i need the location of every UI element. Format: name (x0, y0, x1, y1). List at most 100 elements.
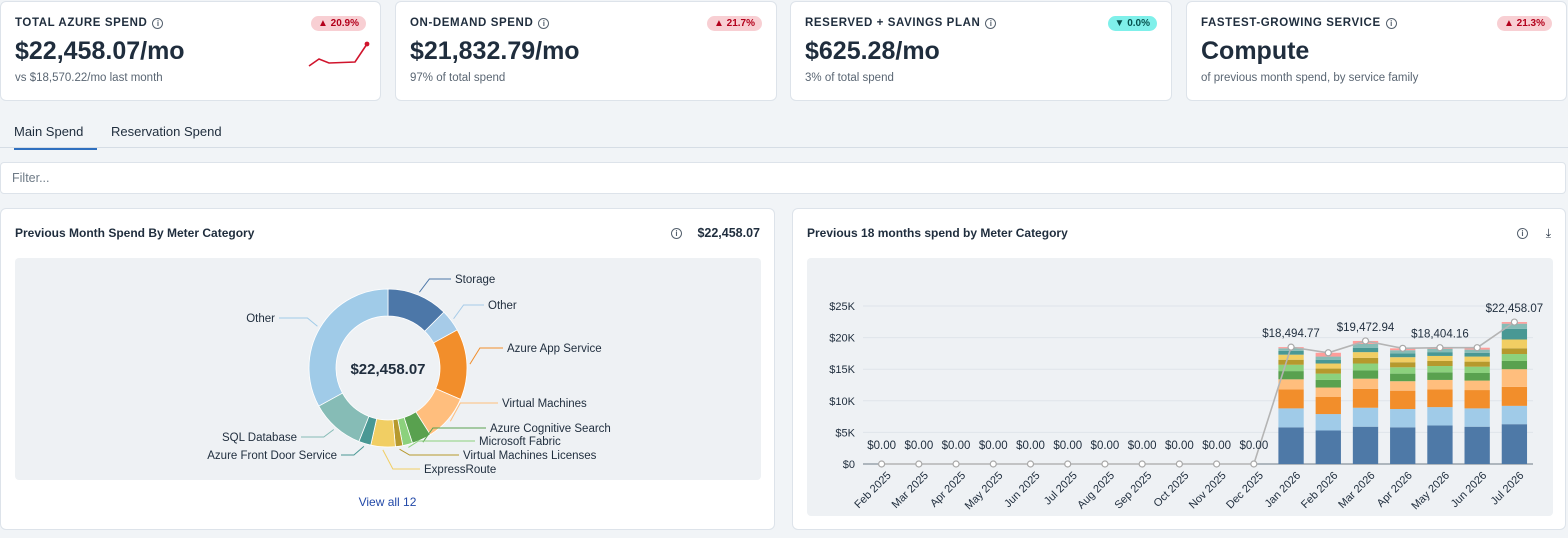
bar-segment[interactable] (1315, 397, 1341, 415)
bar-segment[interactable] (1427, 425, 1453, 464)
bar-segment[interactable] (1278, 379, 1304, 390)
view-all-link[interactable]: View all 12 (358, 495, 417, 509)
bar-segment[interactable] (1464, 366, 1490, 373)
donut-slice-label: Azure Cognitive Search (490, 423, 611, 435)
total-point[interactable] (878, 460, 886, 468)
tab-reservation-spend[interactable]: Reservation Spend (111, 124, 222, 139)
bar-segment[interactable] (1464, 356, 1490, 362)
bar-segment[interactable] (1278, 427, 1304, 464)
bar-segment[interactable] (1501, 348, 1528, 355)
total-point[interactable] (1026, 460, 1035, 468)
bar-segment[interactable] (1427, 407, 1453, 426)
bar-segment[interactable] (1352, 343, 1379, 348)
bar-segment[interactable] (1278, 354, 1304, 360)
tab-main-spend[interactable]: Main Spend (14, 124, 97, 150)
info-icon[interactable]: i (538, 17, 550, 29)
bar-segment[interactable] (1278, 371, 1304, 380)
bar-segment[interactable] (1352, 363, 1379, 371)
bar-segment[interactable] (1390, 357, 1416, 363)
total-point[interactable] (989, 460, 997, 468)
download-icon[interactable]: ⤓ (1545, 226, 1551, 240)
donut-leader-line (301, 429, 335, 438)
bar-segment[interactable] (1315, 373, 1341, 380)
bar-segment[interactable] (1278, 364, 1304, 372)
bar-segment[interactable] (1390, 409, 1416, 428)
info-icon[interactable]: i (985, 17, 997, 29)
bar-segment[interactable] (1315, 368, 1341, 374)
total-point[interactable] (1175, 460, 1183, 468)
bar-segment[interactable] (1352, 357, 1379, 364)
info-icon[interactable]: i (671, 228, 682, 239)
info-icon[interactable]: i (1517, 228, 1528, 239)
total-point[interactable] (1361, 337, 1370, 345)
bar-segment[interactable] (1278, 350, 1304, 355)
bar-segment[interactable] (1390, 381, 1416, 391)
bar-segment[interactable] (1352, 347, 1379, 353)
bar-segment[interactable] (1390, 427, 1416, 464)
total-point[interactable] (952, 460, 960, 468)
total-point[interactable] (1510, 318, 1518, 326)
total-point[interactable] (1324, 349, 1332, 357)
bar-segment[interactable] (1352, 426, 1379, 464)
filter-input[interactable] (0, 162, 1566, 194)
total-point[interactable] (1250, 460, 1258, 468)
donut-slice[interactable] (308, 288, 389, 407)
bar-segment[interactable] (1390, 390, 1416, 410)
bar-segment[interactable] (1315, 356, 1341, 360)
bar-segment[interactable] (1464, 408, 1490, 427)
bar-segment[interactable] (1464, 390, 1490, 409)
total-point[interactable] (1064, 460, 1072, 468)
bar-segment[interactable] (1352, 388, 1379, 408)
bar-segment[interactable] (1390, 367, 1416, 374)
bar-segment[interactable] (1390, 373, 1416, 382)
total-point[interactable] (1473, 344, 1481, 352)
bar-segment[interactable] (1352, 378, 1379, 389)
total-point[interactable] (1213, 460, 1221, 468)
bar-segment[interactable] (1464, 380, 1490, 391)
bar-segment[interactable] (1278, 359, 1304, 365)
bar-segment[interactable] (1464, 361, 1490, 367)
bar-segment[interactable] (1315, 363, 1341, 369)
bar-segment[interactable] (1464, 372, 1490, 381)
total-point[interactable] (1399, 344, 1407, 352)
bar-segment[interactable] (1501, 405, 1528, 425)
total-point[interactable] (1101, 460, 1109, 468)
bar-segment[interactable] (1501, 328, 1528, 340)
bar-segment[interactable] (1464, 352, 1490, 357)
bar-segment[interactable] (1278, 389, 1304, 409)
bar-segment[interactable] (1501, 424, 1528, 464)
bar-segment[interactable] (1501, 354, 1528, 361)
bar-segment[interactable] (1427, 372, 1453, 380)
bar-segment[interactable] (1427, 352, 1453, 356)
total-point[interactable] (915, 460, 923, 468)
total-point[interactable] (1138, 460, 1146, 468)
bar-segment[interactable] (1315, 414, 1341, 431)
bar-segment[interactable] (1390, 353, 1416, 358)
bar-segment[interactable] (1390, 362, 1416, 368)
bar-segment[interactable] (1352, 370, 1379, 379)
bar-segment[interactable] (1427, 379, 1453, 390)
donut-slice[interactable] (433, 329, 468, 400)
bar-segment[interactable] (1315, 359, 1341, 364)
bar-segment[interactable] (1501, 360, 1528, 370)
bar-segment[interactable] (1352, 407, 1379, 427)
total-label: $18,494.77 (1262, 328, 1320, 340)
bar-segment[interactable] (1427, 366, 1453, 373)
bar-segment[interactable] (1501, 369, 1528, 387)
total-point[interactable] (1287, 343, 1295, 351)
bar-segment[interactable] (1315, 387, 1341, 398)
total-point[interactable] (1436, 344, 1444, 352)
bar-segment[interactable] (1501, 339, 1528, 349)
bar-segment[interactable] (1501, 386, 1528, 406)
bar-segment[interactable] (1427, 355, 1453, 361)
bar-segment[interactable] (1315, 430, 1341, 464)
bar-segment[interactable] (1352, 352, 1379, 358)
bar-segment[interactable] (1464, 426, 1490, 464)
bar-segment[interactable] (1315, 379, 1341, 388)
bar-segment[interactable] (1427, 360, 1453, 367)
bar-segment[interactable] (1278, 408, 1304, 428)
bar-segment[interactable] (1501, 323, 1528, 329)
bar-segment[interactable] (1427, 389, 1453, 408)
info-icon[interactable]: i (1385, 17, 1397, 29)
info-icon[interactable]: i (152, 17, 164, 29)
